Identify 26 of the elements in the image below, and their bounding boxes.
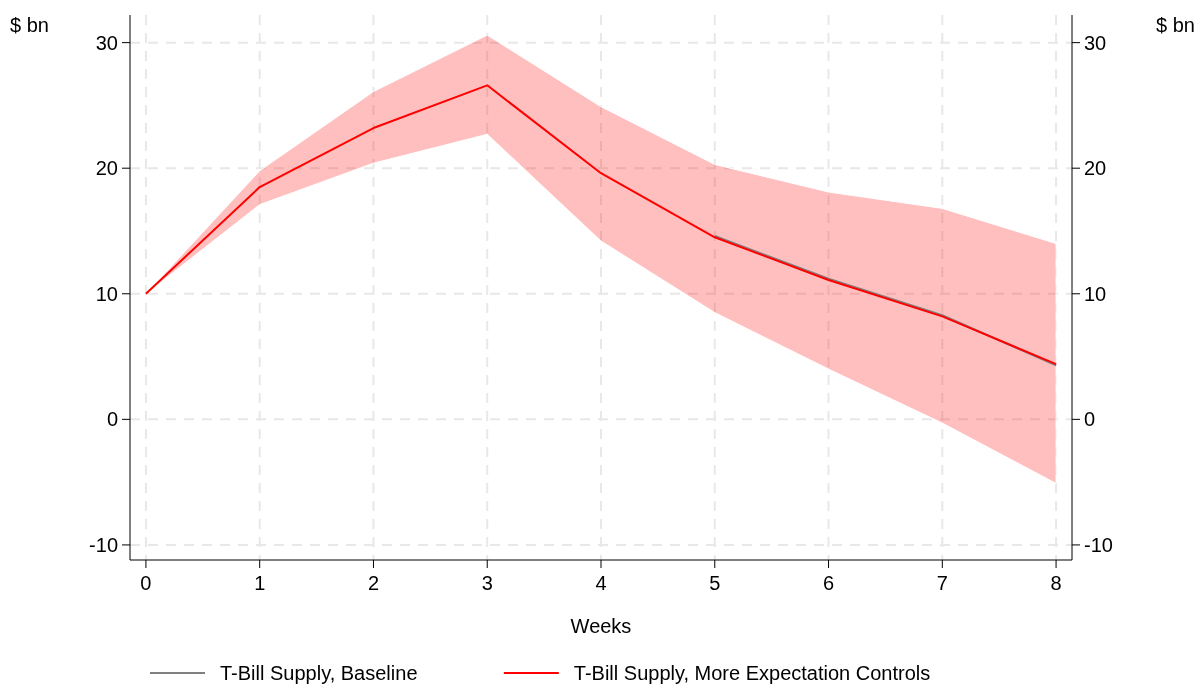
y-tick-label: 10 — [95, 282, 118, 305]
x-tick-label: 5 — [709, 572, 721, 594]
x-tick-label: 8 — [1050, 572, 1062, 594]
y-tick-label: 20 — [95, 157, 118, 180]
y2-tick-label: 0 — [1084, 408, 1096, 431]
x-tick-label: 2 — [367, 572, 380, 594]
x-tick-label: 7 — [936, 572, 948, 594]
y2-tick-label: 30 — [1084, 31, 1107, 54]
legend-label: T-Bill Supply, Baseline — [220, 662, 418, 684]
y2-tick-label: -10 — [1084, 533, 1113, 556]
y-tick-label: 30 — [95, 31, 118, 54]
legend-label: T-Bill Supply, More Expectation Controls — [573, 662, 931, 684]
x-tick-label: 6 — [822, 572, 835, 594]
y2-axis-title: $ bn — [1156, 14, 1195, 36]
y-tick-label: 0 — [106, 408, 118, 431]
y2-tick-label: 20 — [1084, 157, 1107, 180]
y2-tick-label: 10 — [1084, 282, 1107, 305]
y-axis-title: $ bn — [10, 14, 49, 36]
x-tick-label: 4 — [595, 572, 607, 594]
y-tick-label: -10 — [89, 533, 118, 556]
x-axis-title: Weeks — [570, 615, 632, 637]
line-series — [144, 84, 1058, 366]
line-series — [713, 235, 1058, 367]
x-tick-label: 3 — [481, 572, 493, 594]
x-tick-label: 1 — [254, 572, 266, 594]
x-tick-label: 0 — [140, 572, 152, 594]
